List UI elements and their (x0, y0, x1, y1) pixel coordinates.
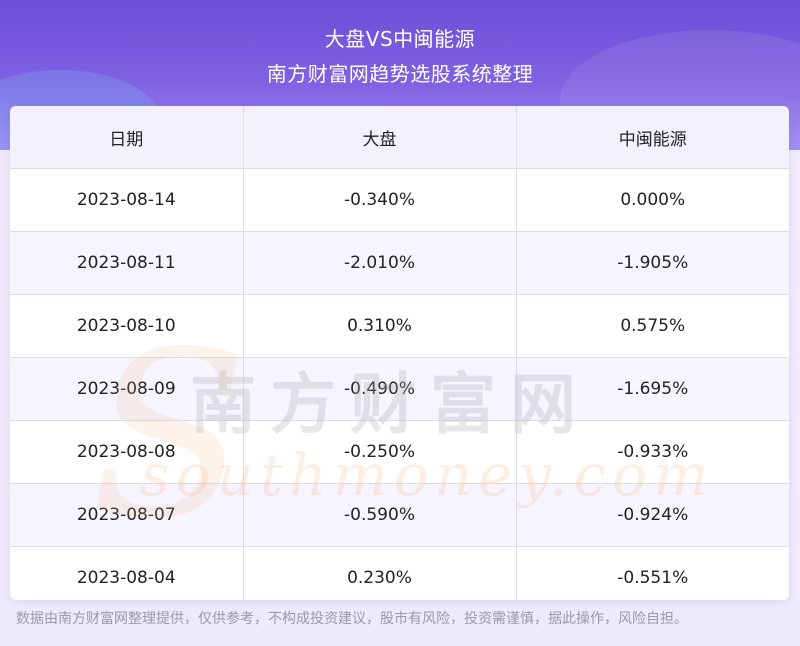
cell-market: 0.310% (243, 294, 517, 358)
cell-date: 2023-08-14 (10, 168, 244, 232)
cell-stock: 0.575% (516, 294, 789, 358)
cell-date: 2023-08-09 (10, 357, 244, 421)
comparison-table-card: 日期 大盘 中闽能源 2023-08-14 -0.340% 0.000% 202… (10, 106, 789, 600)
table-row: 2023-08-14 -0.340% 0.000% (10, 168, 789, 232)
cell-market: -2.010% (243, 231, 517, 295)
cell-market: -0.340% (243, 168, 517, 232)
footer-disclaimer: 数据由南方财富网整理提供，仅供参考，不构成投资建议，股市有风险，投资需谨慎，据此… (16, 611, 688, 627)
comparison-table: 日期 大盘 中闽能源 2023-08-14 -0.340% 0.000% 202… (10, 106, 789, 600)
cell-date: 2023-08-10 (10, 294, 244, 358)
cell-stock: -0.924% (516, 483, 789, 547)
column-header-date: 日期 (10, 106, 244, 169)
column-header-stock: 中闽能源 (516, 106, 789, 169)
table-row: 2023-08-07 -0.590% -0.924% (10, 483, 789, 547)
table-header-row: 日期 大盘 中闽能源 (10, 106, 789, 169)
cell-stock: -1.695% (516, 357, 789, 421)
cell-market: -0.490% (243, 357, 517, 421)
cell-market: -0.250% (243, 420, 517, 484)
column-header-market: 大盘 (243, 106, 517, 169)
table-row: 2023-08-11 -2.010% -1.905% (10, 231, 789, 295)
cell-stock: 0.000% (516, 168, 789, 232)
cell-date: 2023-08-07 (10, 483, 244, 547)
table-row: 2023-08-04 0.230% -0.551% (10, 546, 789, 600)
cell-date: 2023-08-11 (10, 231, 244, 295)
cell-stock: -0.933% (516, 420, 789, 484)
cell-stock: -1.905% (516, 231, 789, 295)
cell-date: 2023-08-08 (10, 420, 244, 484)
cell-market: -0.590% (243, 483, 517, 547)
page-subtitle: 南方财富网趋势选股系统整理 (266, 62, 534, 86)
cell-date: 2023-08-04 (10, 546, 244, 600)
page-title: 大盘VS中闽能源 (324, 27, 476, 51)
cell-stock: -0.551% (617, 568, 689, 588)
table-row: 2023-08-09 -0.490% -1.695% (10, 357, 789, 421)
table-row: 2023-08-08 -0.250% -0.933% (10, 420, 789, 484)
cell-market: 0.230% (243, 546, 517, 600)
table-row: 2023-08-10 0.310% 0.575% (10, 294, 789, 358)
